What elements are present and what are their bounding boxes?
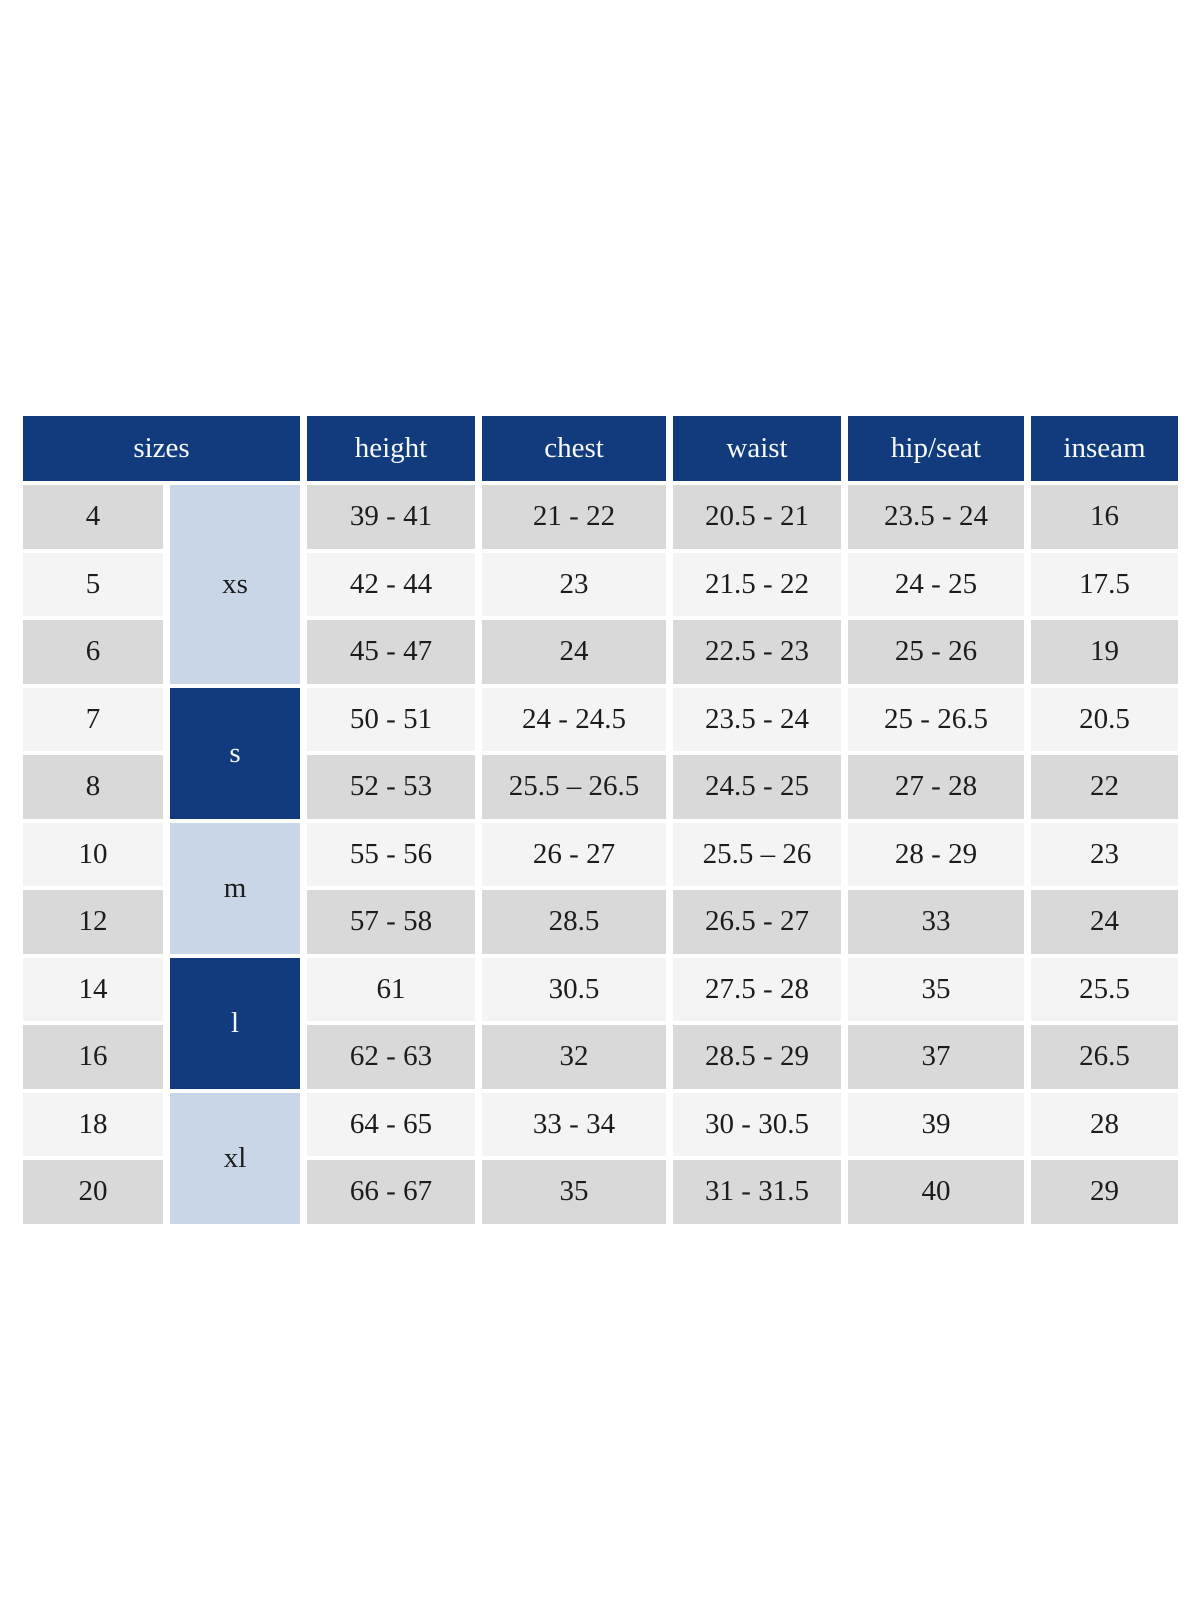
waist-cell-size-4: 20.5 - 21: [673, 485, 841, 549]
column-header-waist: waist: [673, 416, 841, 481]
chest-cell-size-4: 21 - 22: [482, 485, 666, 549]
waist-cell-size-12: 26.5 - 27: [673, 890, 841, 954]
size-cell-size-16: 16: [23, 1025, 163, 1089]
waist-cell-size-8: 24.5 - 25: [673, 755, 841, 819]
size-group-l: l: [170, 957, 300, 1089]
height-cell-size-14: 61: [307, 957, 475, 1021]
height-cell-size-20: 66 - 67: [307, 1160, 475, 1224]
chest-cell-size-8: 25.5 – 26.5: [482, 755, 666, 819]
hip-seat-cell-size-8: 27 - 28: [848, 755, 1024, 819]
hip-seat-cell-size-16: 37: [848, 1025, 1024, 1089]
column-header-sizes: sizes: [23, 416, 300, 481]
size-cell-size-18: 18: [23, 1092, 163, 1156]
waist-cell-size-6: 22.5 - 23: [673, 620, 841, 684]
size-chart-table: sizes height chest waist hip/seat inseam 4 39 -…: [23, 416, 1178, 1224]
waist-cell-size-20: 31 - 31.5: [673, 1160, 841, 1224]
waist-cell-size-18: 30 - 30.5: [673, 1092, 841, 1156]
inseam-cell-size-18: 28: [1031, 1092, 1178, 1156]
size-cell-size-12: 12: [23, 890, 163, 954]
height-cell-size-6: 45 - 47: [307, 620, 475, 684]
hip-seat-cell-size-14: 35: [848, 957, 1024, 1021]
inseam-cell-size-20: 29: [1031, 1160, 1178, 1224]
column-header-hip-seat: hip/seat: [848, 416, 1024, 481]
waist-cell-size-10: 25.5 – 26: [673, 822, 841, 886]
height-cell-size-8: 52 - 53: [307, 755, 475, 819]
chest-cell-size-7: 24 - 24.5: [482, 687, 666, 751]
column-header-inseam: inseam: [1031, 416, 1178, 481]
inseam-cell-size-16: 26.5: [1031, 1025, 1178, 1089]
hip-seat-cell-size-20: 40: [848, 1160, 1024, 1224]
waist-cell-size-5: 21.5 - 22: [673, 552, 841, 616]
column-header-chest: chest: [482, 416, 666, 481]
inseam-cell-size-7: 20.5: [1031, 687, 1178, 751]
hip-seat-cell-size-4: 23.5 - 24: [848, 485, 1024, 549]
size-cell-size-7: 7: [23, 687, 163, 751]
size-cell-size-14: 14: [23, 957, 163, 1021]
chest-cell-size-10: 26 - 27: [482, 822, 666, 886]
inseam-cell-size-5: 17.5: [1031, 552, 1178, 616]
size-cell-size-10: 10: [23, 822, 163, 886]
height-cell-size-4: 39 - 41: [307, 485, 475, 549]
size-group-xs: xs: [170, 485, 300, 684]
size-group-s: s: [170, 687, 300, 819]
inseam-cell-size-12: 24: [1031, 890, 1178, 954]
hip-seat-cell-size-18: 39: [848, 1092, 1024, 1156]
height-cell-size-10: 55 - 56: [307, 822, 475, 886]
hip-seat-cell-size-7: 25 - 26.5: [848, 687, 1024, 751]
inseam-cell-size-6: 19: [1031, 620, 1178, 684]
hip-seat-cell-size-6: 25 - 26: [848, 620, 1024, 684]
hip-seat-cell-size-5: 24 - 25: [848, 552, 1024, 616]
height-cell-size-12: 57 - 58: [307, 890, 475, 954]
chest-cell-size-14: 30.5: [482, 957, 666, 1021]
chest-cell-size-16: 32: [482, 1025, 666, 1089]
column-header-height: height: [307, 416, 475, 481]
chest-cell-size-18: 33 - 34: [482, 1092, 666, 1156]
waist-cell-size-14: 27.5 - 28: [673, 957, 841, 1021]
inseam-cell-size-8: 22: [1031, 755, 1178, 819]
waist-cell-size-16: 28.5 - 29: [673, 1025, 841, 1089]
size-group-m: m: [170, 822, 300, 954]
size-group-xl: xl: [170, 1092, 300, 1224]
size-cell-size-6: 6: [23, 620, 163, 684]
size-cell-size-20: 20: [23, 1160, 163, 1224]
hip-seat-cell-size-12: 33: [848, 890, 1024, 954]
height-cell-size-16: 62 - 63: [307, 1025, 475, 1089]
chest-cell-size-6: 24: [482, 620, 666, 684]
height-cell-size-7: 50 - 51: [307, 687, 475, 751]
waist-cell-size-7: 23.5 - 24: [673, 687, 841, 751]
hip-seat-cell-size-10: 28 - 29: [848, 822, 1024, 886]
size-cell-size-4: 4: [23, 485, 163, 549]
inseam-cell-size-10: 23: [1031, 822, 1178, 886]
height-cell-size-5: 42 - 44: [307, 552, 475, 616]
size-cell-size-5: 5: [23, 552, 163, 616]
size-cell-size-8: 8: [23, 755, 163, 819]
chest-cell-size-12: 28.5: [482, 890, 666, 954]
inseam-cell-size-4: 16: [1031, 485, 1178, 549]
inseam-cell-size-14: 25.5: [1031, 957, 1178, 1021]
chest-cell-size-20: 35: [482, 1160, 666, 1224]
height-cell-size-18: 64 - 65: [307, 1092, 475, 1156]
chest-cell-size-5: 23: [482, 552, 666, 616]
